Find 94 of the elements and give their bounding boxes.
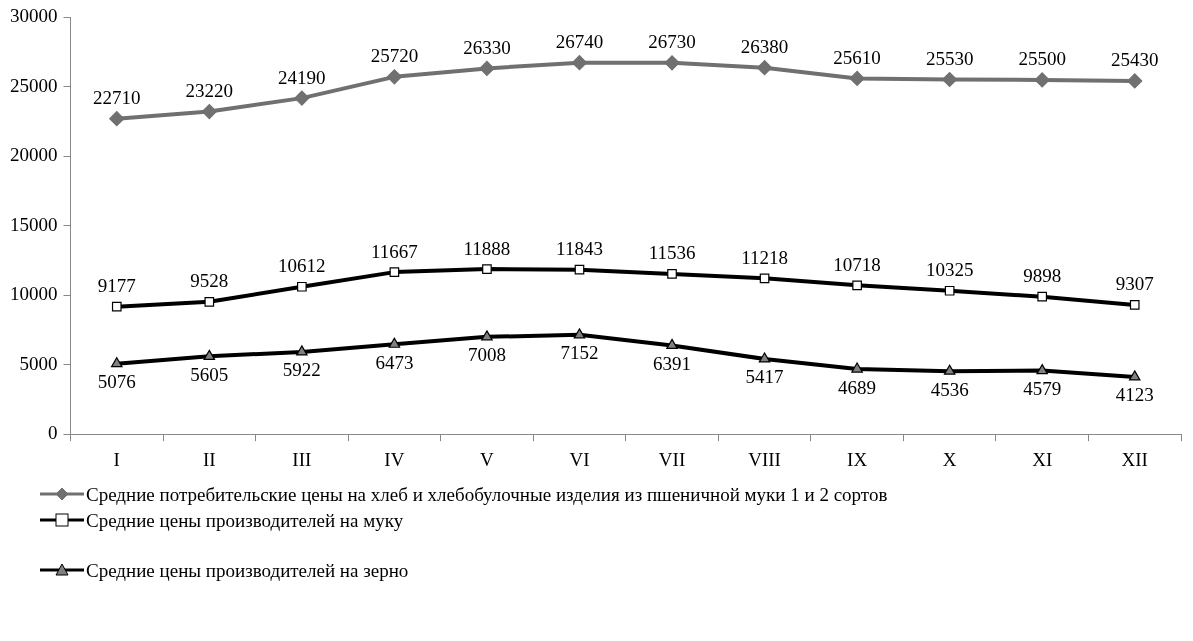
point [297, 281, 307, 292]
point [852, 280, 862, 291]
y-tick-label: 25000 [10, 74, 58, 96]
y-tick-label: 30000 [10, 5, 58, 27]
point [109, 111, 125, 127]
point [1037, 291, 1048, 302]
data-label: 4536 [930, 378, 969, 400]
data-label: 6391 [653, 352, 692, 374]
data-label: 7152 [560, 342, 599, 364]
point [1128, 370, 1141, 381]
legend-label: Средние цены производителей на зерно [86, 560, 409, 582]
point [482, 264, 492, 274]
point [756, 60, 773, 76]
point [389, 267, 400, 277]
x-tick-label: IX [847, 448, 868, 470]
point [664, 55, 680, 71]
data-label: 5922 [282, 359, 321, 381]
point [571, 55, 588, 71]
y-tick-label: 10000 [10, 283, 58, 305]
data-label: 26330 [463, 36, 511, 58]
data-label: 11536 [648, 242, 696, 264]
data-label: 9898 [1023, 265, 1062, 287]
point [667, 269, 677, 279]
data-label: 25720 [370, 45, 419, 67]
data-label: 25530 [925, 47, 974, 69]
data-label: 26730 [648, 31, 696, 53]
data-label: 5076 [97, 371, 136, 393]
point [111, 301, 122, 312]
point [481, 330, 493, 341]
x-tick-label: III [292, 448, 312, 470]
x-tick-label: X [942, 448, 957, 470]
point [758, 352, 771, 363]
data-label: 22710 [93, 87, 141, 109]
x-tick-label: XII [1121, 448, 1148, 470]
data-label: 9528 [190, 270, 229, 292]
data-label: 25430 [1110, 49, 1159, 71]
x-tick-label: VII [658, 448, 686, 470]
x-tick-label: I [113, 448, 120, 470]
x-tick-label: VIII [748, 448, 781, 470]
data-label: 11667 [371, 240, 418, 262]
legend-label: Средние цены производителей на муку [86, 510, 404, 532]
point [296, 345, 308, 356]
data-label: 5417 [745, 366, 784, 388]
x-tick-label: IV [384, 448, 405, 470]
point [942, 71, 958, 88]
point [388, 337, 401, 348]
data-label: 10718 [833, 253, 881, 275]
y-tick-label: 20000 [10, 144, 58, 166]
x-tick-label: VI [569, 448, 590, 470]
point [203, 349, 216, 360]
y-tick-label: 15000 [10, 213, 58, 235]
data-label: 26740 [555, 31, 604, 53]
point [1127, 73, 1143, 89]
y-tick-label: 0 [48, 422, 58, 444]
data-label: 23220 [185, 80, 234, 102]
point [574, 264, 585, 275]
data-label: 11843 [556, 238, 603, 260]
data-label: 26380 [740, 36, 789, 58]
data-label: 25500 [1018, 48, 1066, 70]
data-label: 5605 [190, 363, 229, 385]
y-tick-label: 5000 [19, 352, 58, 374]
data-label: 4123 [1115, 384, 1154, 406]
data-label: 4689 [838, 376, 877, 398]
x-tick-label: II [202, 448, 216, 470]
point [943, 364, 956, 375]
data-label: 24190 [278, 66, 326, 88]
data-label: 11218 [741, 246, 788, 268]
data-label: 6473 [375, 351, 414, 373]
point [849, 70, 865, 86]
point [944, 285, 955, 296]
x-tick-label: V [480, 448, 495, 470]
data-label: 11888 [463, 237, 511, 259]
point [1129, 300, 1140, 310]
point [573, 328, 586, 339]
point [204, 296, 215, 307]
data-label: 4579 [1023, 378, 1062, 400]
x-tick-label: XI [1032, 448, 1053, 470]
data-label: 9307 [1115, 273, 1154, 295]
data-label: 9177 [97, 275, 136, 297]
point [1036, 363, 1048, 375]
data-label: 25610 [833, 46, 881, 68]
point [666, 338, 678, 350]
point [851, 362, 863, 373]
legend-label: Средние потребительские цены на хлеб и хлебобулочные изделия из пшеничной муки 1 и 2 сортов [86, 484, 888, 506]
point [759, 273, 770, 284]
point [1034, 72, 1050, 88]
data-label: 10325 [925, 259, 974, 281]
point [201, 104, 217, 120]
point [294, 90, 310, 106]
data-label: 7008 [467, 344, 506, 366]
data-label: 10612 [278, 255, 326, 277]
point [110, 357, 123, 368]
point [479, 60, 495, 76]
point [386, 69, 402, 85]
